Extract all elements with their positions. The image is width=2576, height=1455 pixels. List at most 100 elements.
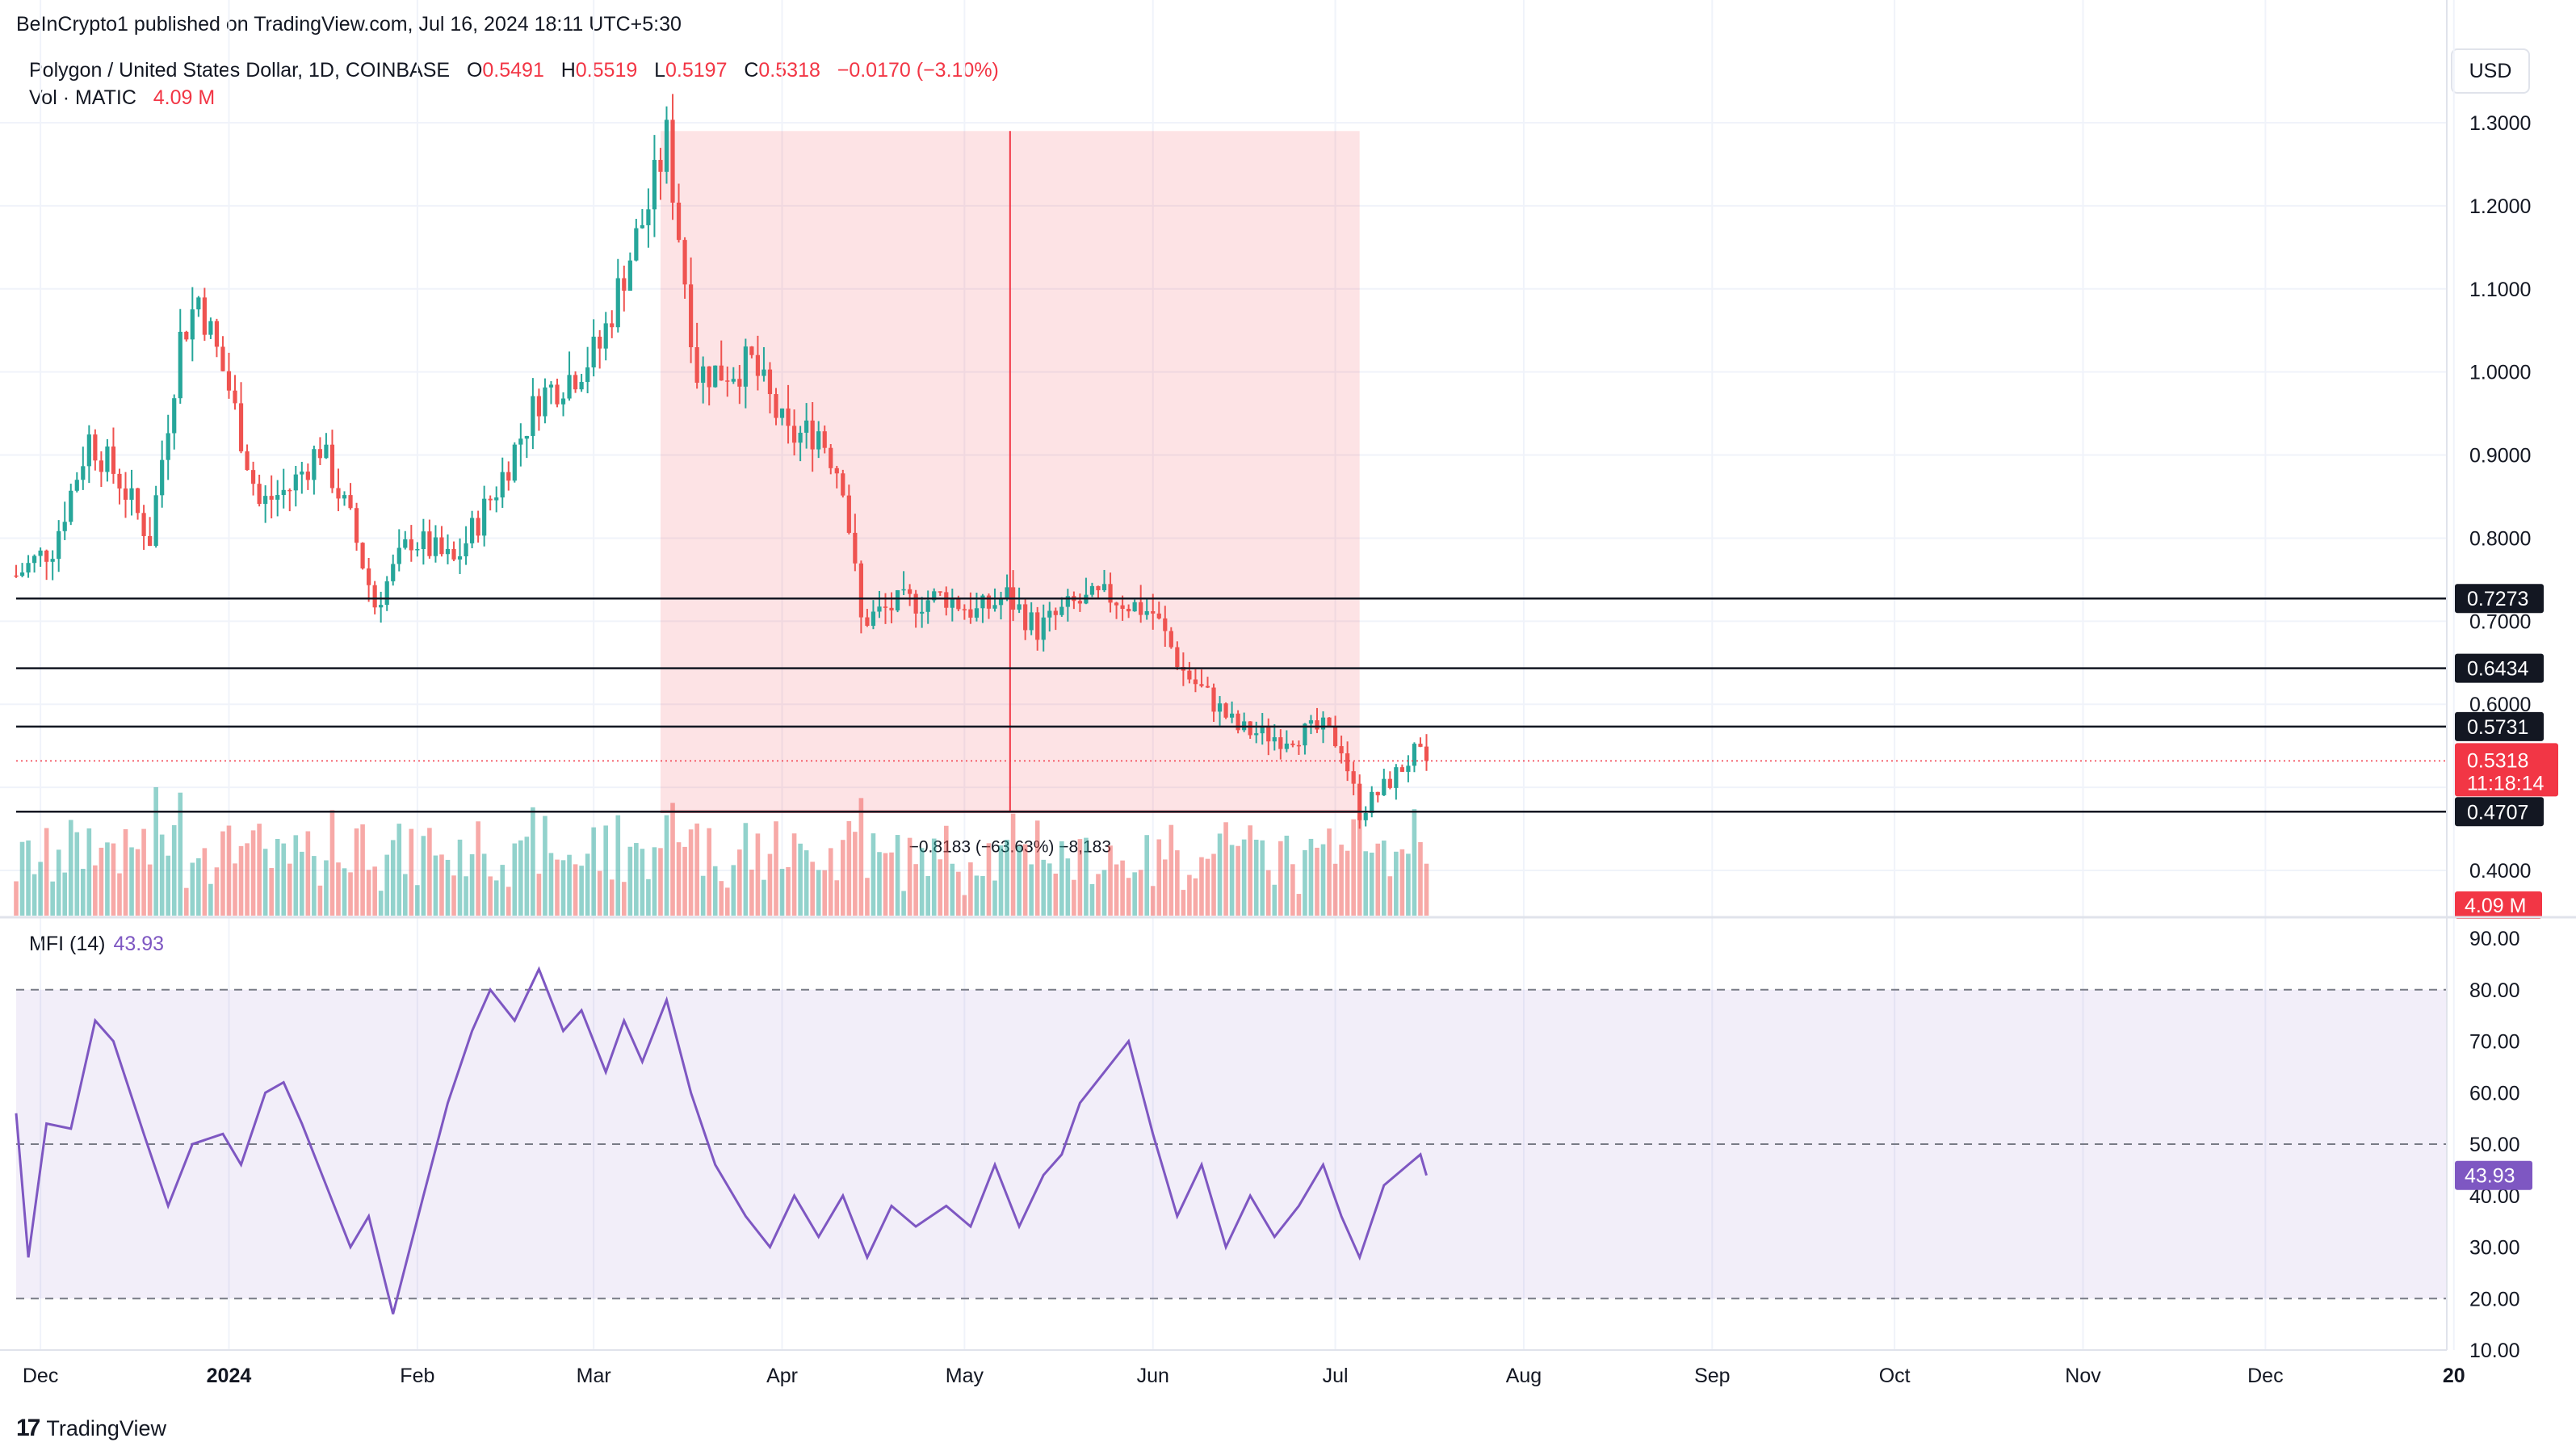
volume-bar <box>257 824 262 916</box>
countdown-value: 11:18:14 <box>2467 772 2545 795</box>
time-tick: Oct <box>1879 1365 1911 1387</box>
candle-body <box>877 606 882 612</box>
legend-volume-label[interactable]: Vol · MATIC <box>29 86 136 109</box>
volume-bar <box>99 847 104 916</box>
volume-bar <box>202 848 208 916</box>
volume-bar <box>166 855 170 916</box>
footer-brand[interactable]: 17 TradingView <box>16 1415 166 1442</box>
volume-bar <box>488 876 493 916</box>
volume-bar <box>1156 839 1162 916</box>
price-axis[interactable]: 1.3000 1.2000 1.1000 1.0000 0.9000 0.8000 0.70… <box>2469 112 2531 883</box>
volume-bar <box>1053 873 1059 916</box>
candle-body <box>257 484 262 505</box>
volume-bar <box>1253 839 1259 916</box>
time-axis[interactable]: Dec 2024 Feb Mar Apr May Jun Jul Aug Sep Oct Nov Dec… <box>23 1365 2465 1387</box>
volume-bar <box>183 887 189 916</box>
candle-body <box>719 365 724 381</box>
candle-body <box>670 120 675 203</box>
volume-bar <box>275 838 280 916</box>
candle-body <box>336 488 341 499</box>
volume-bar <box>50 881 55 916</box>
volume-bar <box>1108 845 1113 916</box>
volume-bar <box>919 848 925 916</box>
volume-bars <box>14 786 1429 916</box>
candle-body <box>1072 596 1076 602</box>
candle-body <box>153 495 158 547</box>
volume-bar <box>1382 841 1387 916</box>
volume-bar <box>433 855 438 916</box>
volume-bar <box>226 825 232 916</box>
volume-bar <box>500 865 506 916</box>
price-tick: 1.0000 <box>2469 362 2531 384</box>
candle-body <box>38 550 43 556</box>
candle-body <box>615 278 620 328</box>
volume-bar <box>81 869 86 916</box>
candle-body <box>62 522 67 531</box>
candle-body <box>117 473 122 488</box>
volume-bar <box>293 835 299 916</box>
candle-body <box>950 598 954 608</box>
volume-bar <box>105 842 110 916</box>
volume-bar <box>44 828 49 916</box>
candle-body <box>853 532 858 564</box>
candle-body <box>196 297 201 310</box>
volume-bar <box>220 831 225 916</box>
candle-body <box>1144 610 1149 615</box>
volume-bar <box>803 850 809 916</box>
mfi-axis[interactable]: 90.00 80.00 70.00 60.00 50.00 40.00 30.00 20.00… <box>2469 928 2520 1362</box>
candle-body <box>1320 717 1326 730</box>
candle-body <box>1387 778 1392 788</box>
measure-box <box>660 131 1360 812</box>
level-value: 0.7273 <box>2467 588 2528 610</box>
candle-body <box>634 228 639 261</box>
volume-bar <box>938 859 943 916</box>
candle-body <box>329 444 335 488</box>
candle-body <box>1114 602 1119 606</box>
candle-body <box>1187 670 1192 680</box>
volume-bar <box>366 870 371 916</box>
price-badges: 0.5318 11:18:14 4.09 M <box>2455 743 2558 919</box>
candle-body <box>1230 713 1235 718</box>
candle-body <box>1382 778 1387 795</box>
volume-bar <box>62 872 68 916</box>
candle-body <box>707 366 711 388</box>
candle-body <box>293 474 298 491</box>
candle-body <box>396 547 401 564</box>
volume-bar <box>1351 819 1356 916</box>
candle-body <box>567 375 572 399</box>
volume-bar <box>1120 860 1125 916</box>
candle-body <box>488 498 493 501</box>
candle-body <box>317 449 322 459</box>
volume-bar <box>141 828 146 916</box>
mfi-legend[interactable]: MFI (14) 43.93 <box>29 933 164 956</box>
candle-body <box>974 608 980 618</box>
candle-body <box>889 607 894 610</box>
volume-bar <box>1406 853 1411 916</box>
volume-bar <box>700 875 706 916</box>
volume-bar <box>1363 851 1369 916</box>
candle-body <box>409 539 413 551</box>
candle-body <box>1089 585 1095 595</box>
candle-body <box>932 591 937 601</box>
level-badge-0.7273 <box>2455 584 2544 614</box>
candles <box>14 94 1429 829</box>
mfi-tick: 30.00 <box>2469 1237 2520 1260</box>
candle-body <box>1412 744 1417 766</box>
level-value: 0.5731 <box>2467 716 2528 739</box>
candle-body <box>920 611 925 614</box>
candle-body <box>202 297 207 335</box>
mfi-guides <box>16 988 2447 1300</box>
legend-symbol[interactable]: Polygon / United States Dollar, 1D, COIN… <box>29 59 451 82</box>
candle-body <box>69 490 73 522</box>
candle-body <box>591 336 596 368</box>
time-tick: Jun <box>1137 1365 1169 1387</box>
currency-button[interactable]: USD <box>2451 48 2530 94</box>
volume-bar <box>1217 833 1223 916</box>
volume-bar <box>250 830 256 916</box>
volume-bar <box>536 874 542 916</box>
legend-row-volume: Vol · MATIC 4.09 M <box>29 84 999 111</box>
mfi-tick: 10.00 <box>2469 1340 2520 1362</box>
candle-body <box>1290 743 1295 745</box>
candle-body <box>367 568 371 585</box>
